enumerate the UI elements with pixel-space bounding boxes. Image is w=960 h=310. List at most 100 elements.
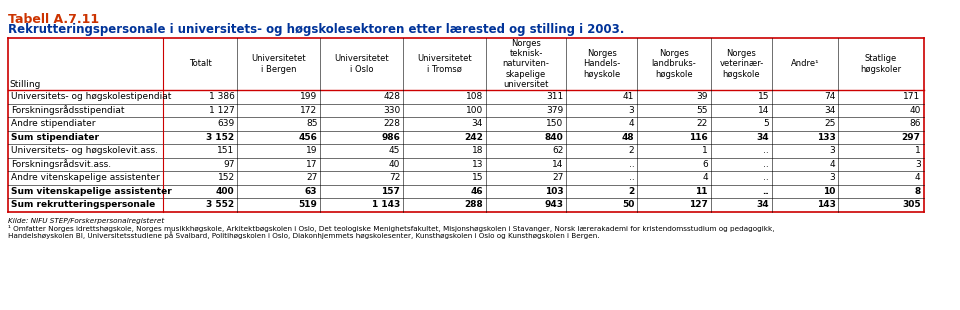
Text: 34: 34 <box>756 133 769 142</box>
Text: 3: 3 <box>829 146 835 155</box>
Text: 4: 4 <box>629 119 635 128</box>
Text: Totalt: Totalt <box>189 60 211 69</box>
Text: 150: 150 <box>546 119 564 128</box>
Text: Forskningsrådsvit.ass.: Forskningsrådsvit.ass. <box>11 159 110 169</box>
Text: 63: 63 <box>305 187 318 196</box>
Text: Universitets- og høgskolestipendiat: Universitets- og høgskolestipendiat <box>11 92 171 101</box>
Text: 330: 330 <box>383 106 400 115</box>
Text: 15: 15 <box>471 173 483 182</box>
Text: 379: 379 <box>546 106 564 115</box>
Text: 100: 100 <box>466 106 483 115</box>
Text: 172: 172 <box>300 106 318 115</box>
Text: Sum vitenskapelige assistenter: Sum vitenskapelige assistenter <box>11 187 172 196</box>
Text: 103: 103 <box>544 187 564 196</box>
Text: 840: 840 <box>544 133 564 142</box>
Text: 14: 14 <box>757 106 769 115</box>
Text: 17: 17 <box>306 160 318 169</box>
Text: 199: 199 <box>300 92 318 101</box>
Text: Universitets- og høgskolevit.ass.: Universitets- og høgskolevit.ass. <box>11 146 157 155</box>
Text: 3: 3 <box>829 173 835 182</box>
Text: 55: 55 <box>696 106 708 115</box>
Text: ..: .. <box>762 187 769 196</box>
Text: 639: 639 <box>217 119 234 128</box>
Text: Sum stipendiater: Sum stipendiater <box>11 133 99 142</box>
Text: 34: 34 <box>824 106 835 115</box>
Text: 171: 171 <box>903 92 921 101</box>
Text: 22: 22 <box>696 119 708 128</box>
Text: 305: 305 <box>902 200 921 209</box>
Text: Sum rekrutteringspersonale: Sum rekrutteringspersonale <box>11 200 155 209</box>
Text: 34: 34 <box>471 119 483 128</box>
Text: 8: 8 <box>914 187 921 196</box>
Text: 1 143: 1 143 <box>372 200 400 209</box>
Text: 127: 127 <box>689 200 708 209</box>
Text: 288: 288 <box>465 200 483 209</box>
Text: Tabell A.7.11: Tabell A.7.11 <box>8 13 99 26</box>
Text: 456: 456 <box>299 133 318 142</box>
Text: Andre stipendiater: Andre stipendiater <box>11 119 95 128</box>
Text: 19: 19 <box>306 146 318 155</box>
Text: ¹ Omfatter Norges idrettshøgskole, Norges musikkhøgskole, Arkitektbøgskolen i Os: ¹ Omfatter Norges idrettshøgskole, Norge… <box>8 224 775 232</box>
Text: 97: 97 <box>223 160 234 169</box>
Text: 1: 1 <box>915 146 921 155</box>
Text: 3 152: 3 152 <box>206 133 234 142</box>
Text: 25: 25 <box>824 119 835 128</box>
Text: 4: 4 <box>829 160 835 169</box>
Text: 85: 85 <box>306 119 318 128</box>
Text: Kilde: NIFU STEP/Forskerpersonalregisteret: Kilde: NIFU STEP/Forskerpersonalregister… <box>8 218 164 224</box>
Text: Universitetet
i Bergen: Universitetet i Bergen <box>252 54 306 74</box>
Text: 72: 72 <box>389 173 400 182</box>
Text: ..: .. <box>629 173 635 182</box>
Text: Andre¹: Andre¹ <box>791 60 820 69</box>
Text: 14: 14 <box>552 160 564 169</box>
Text: 27: 27 <box>552 173 564 182</box>
Text: 133: 133 <box>817 133 835 142</box>
Text: 3: 3 <box>629 106 635 115</box>
Text: 4: 4 <box>702 173 708 182</box>
Text: 400: 400 <box>216 187 234 196</box>
Text: 48: 48 <box>622 133 635 142</box>
Text: 2: 2 <box>628 187 635 196</box>
Text: 62: 62 <box>552 146 564 155</box>
Text: 40: 40 <box>389 160 400 169</box>
Text: 10: 10 <box>823 187 835 196</box>
Text: 86: 86 <box>909 119 921 128</box>
Text: 311: 311 <box>546 92 564 101</box>
Text: 2: 2 <box>629 146 635 155</box>
Text: 4: 4 <box>915 173 921 182</box>
Text: 39: 39 <box>696 92 708 101</box>
Text: Statlige
høgskoler: Statlige høgskoler <box>860 54 901 74</box>
Text: 3: 3 <box>915 160 921 169</box>
Text: Universitetet
i Tromsø: Universitetet i Tromsø <box>418 54 471 74</box>
Text: 1 127: 1 127 <box>209 106 234 115</box>
Text: Forskningsrådsstipendiat: Forskningsrådsstipendiat <box>11 105 124 115</box>
Text: 3 552: 3 552 <box>206 200 234 209</box>
Text: 242: 242 <box>464 133 483 142</box>
Text: 5: 5 <box>763 119 769 128</box>
Text: 519: 519 <box>299 200 318 209</box>
Text: 143: 143 <box>817 200 835 209</box>
Text: 151: 151 <box>217 146 234 155</box>
Text: 116: 116 <box>689 133 708 142</box>
Text: 15: 15 <box>757 92 769 101</box>
Text: 1 386: 1 386 <box>208 92 234 101</box>
Text: 18: 18 <box>471 146 483 155</box>
Text: Handelshøyskolen BI, Universitetsstudiene på Svalbard, Politihøgskolen i Oslo, D: Handelshøyskolen BI, Universitetsstudien… <box>8 232 599 239</box>
Text: 46: 46 <box>470 187 483 196</box>
Text: Norges
veterinær-
høgskole: Norges veterinær- høgskole <box>719 49 763 79</box>
Text: Stilling: Stilling <box>10 80 41 89</box>
Text: ..: .. <box>763 173 769 182</box>
Text: 157: 157 <box>381 187 400 196</box>
Text: 11: 11 <box>695 187 708 196</box>
Text: Universitetet
i Oslo: Universitetet i Oslo <box>334 54 389 74</box>
Text: 6: 6 <box>702 160 708 169</box>
Text: ..: .. <box>629 160 635 169</box>
Text: 228: 228 <box>383 119 400 128</box>
Text: Norges
Handels-
høyskole: Norges Handels- høyskole <box>583 49 620 79</box>
Text: Norges
landbruks-
høgskole: Norges landbruks- høgskole <box>652 49 696 79</box>
Text: ..: .. <box>763 146 769 155</box>
Text: 297: 297 <box>901 133 921 142</box>
Text: 45: 45 <box>389 146 400 155</box>
Text: 40: 40 <box>909 106 921 115</box>
Text: Rekrutteringspersonale i universitets- og høgskolesektoren etter lærested og sti: Rekrutteringspersonale i universitets- o… <box>8 23 624 36</box>
